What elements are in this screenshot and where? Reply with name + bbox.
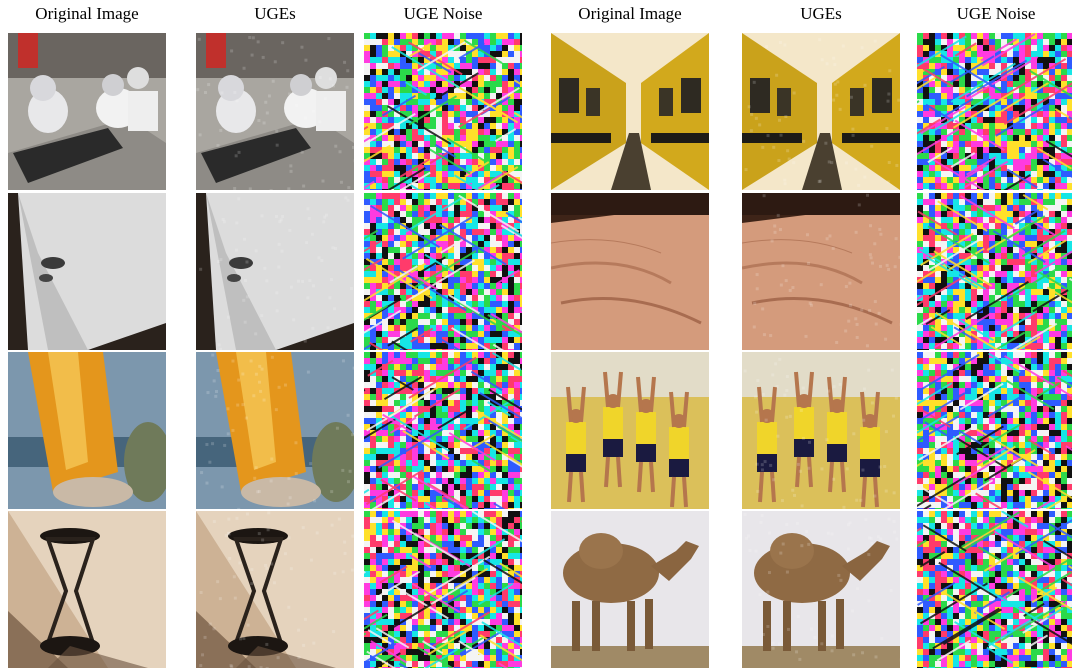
original-image (551, 33, 709, 190)
uge-noise-image (917, 511, 1072, 668)
uge-noise-image (917, 352, 1072, 509)
uge-noise-image (364, 33, 522, 190)
uge-noise-image (917, 33, 1072, 190)
original-image (8, 33, 166, 190)
uge-image (196, 352, 354, 509)
uge-noise-image (364, 352, 522, 509)
column-header: UGEs (254, 4, 296, 23)
column-header: Original Image (578, 4, 682, 23)
original-image (551, 193, 709, 350)
column-header: Original Image (35, 4, 139, 23)
column-header: UGEs (800, 4, 842, 23)
uge-noise-image (917, 193, 1072, 350)
original-image (8, 352, 166, 509)
uge-image (742, 511, 900, 668)
column-header: UGE Noise (956, 4, 1036, 23)
original-image (551, 511, 709, 668)
uge-image (196, 33, 354, 190)
original-image (551, 352, 709, 509)
uge-image (196, 511, 354, 668)
original-image (8, 511, 166, 668)
uge-noise-image (364, 511, 522, 668)
uge-image (742, 193, 900, 350)
uge-noise-image (364, 193, 522, 350)
uge-image (742, 352, 900, 509)
column-header: UGE Noise (403, 4, 483, 23)
uge-image (196, 193, 354, 350)
uge-image (742, 33, 900, 190)
original-image (8, 193, 166, 350)
